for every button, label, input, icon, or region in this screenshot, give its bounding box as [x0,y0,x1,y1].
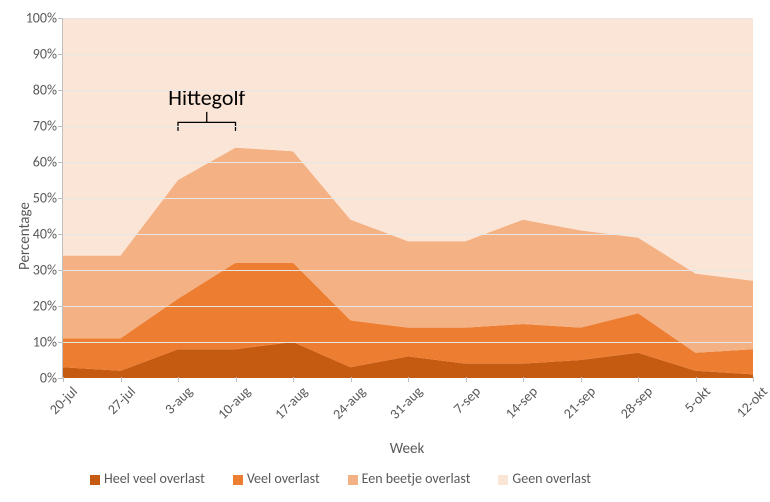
legend-label: Heel veel overlast [104,470,205,487]
gridline [63,126,752,127]
x-tick-mark [638,377,639,382]
legend-item: Veel overlast [233,470,320,487]
x-tick-mark [63,377,64,382]
legend-swatch [498,475,508,485]
stacked-area-chart: Percentage Hittegolf 0%10%20%30%40%50%60… [0,0,770,502]
x-tick-label: 17-aug [299,383,311,395]
plot-area: Hittegolf 0%10%20%30%40%50%60%70%80%90%1… [62,18,752,378]
legend-swatch [90,475,100,485]
legend-swatch [233,475,243,485]
y-tick-label: 10% [33,334,57,351]
x-tick-mark [178,377,179,382]
legend: Heel veel overlast Veel overlast Een beetj… [90,470,591,487]
y-tick-mark [58,234,63,235]
legend-item: Een beetje overlast [348,470,471,487]
gridline [63,342,752,343]
y-tick-label: 60% [33,154,57,171]
y-tick-label: 40% [33,226,57,243]
legend-swatch [348,475,358,485]
x-tick-label: 31-aug [414,383,426,395]
legend-label: Geen overlast [512,470,591,487]
y-tick-mark [58,90,63,91]
y-tick-label: 80% [33,82,57,99]
x-tick-mark [293,377,294,382]
x-tick-mark [581,377,582,382]
gridline [63,234,752,235]
x-tick-label: 7-sep [472,383,484,395]
x-tick-label: 12-okt [759,383,770,395]
x-tick-mark [523,377,524,382]
x-tick-mark [696,377,697,382]
y-tick-label: 70% [33,118,57,135]
y-tick-label: 20% [33,298,57,315]
y-tick-mark [58,270,63,271]
gridline [63,90,752,91]
x-tick-mark [121,377,122,382]
x-tick-label: 27-jul [127,383,139,395]
legend-label: Een beetje overlast [362,470,471,487]
gridline [63,18,752,19]
y-tick-mark [58,198,63,199]
legend-item: Geen overlast [498,470,591,487]
y-tick-mark [58,18,63,19]
y-axis-label: Percentage [16,202,34,270]
x-tick-label: 20-jul [69,383,81,395]
legend-label: Veel overlast [247,470,320,487]
y-tick-mark [58,54,63,55]
y-tick-label: 0% [40,370,57,387]
gridline [63,198,752,199]
x-tick-label: 10-aug [242,383,254,395]
y-tick-mark [58,162,63,163]
gridline [63,54,752,55]
y-tick-mark [58,342,63,343]
x-tick-label: 14-sep [529,383,541,395]
x-tick-mark [236,377,237,382]
y-tick-label: 50% [33,190,57,207]
gridline [63,306,752,307]
x-tick-label: 28-sep [644,383,656,395]
legend-item: Heel veel overlast [90,470,205,487]
x-tick-mark [351,377,352,382]
y-tick-mark [58,126,63,127]
gridline [63,270,752,271]
x-tick-label: 21-sep [587,383,599,395]
gridline [63,162,752,163]
y-tick-label: 90% [33,46,57,63]
x-tick-mark [408,377,409,382]
annotation-label: Hittegolf [168,84,245,111]
x-tick-label: 24-aug [357,383,369,395]
y-tick-label: 100% [26,10,57,27]
x-tick-mark [753,377,754,382]
x-tick-label: 3-aug [184,383,196,395]
y-tick-mark [58,306,63,307]
x-axis-label: Week [390,440,425,458]
y-tick-label: 30% [33,262,57,279]
x-tick-label: 5-okt [702,383,714,395]
x-tick-mark [466,377,467,382]
